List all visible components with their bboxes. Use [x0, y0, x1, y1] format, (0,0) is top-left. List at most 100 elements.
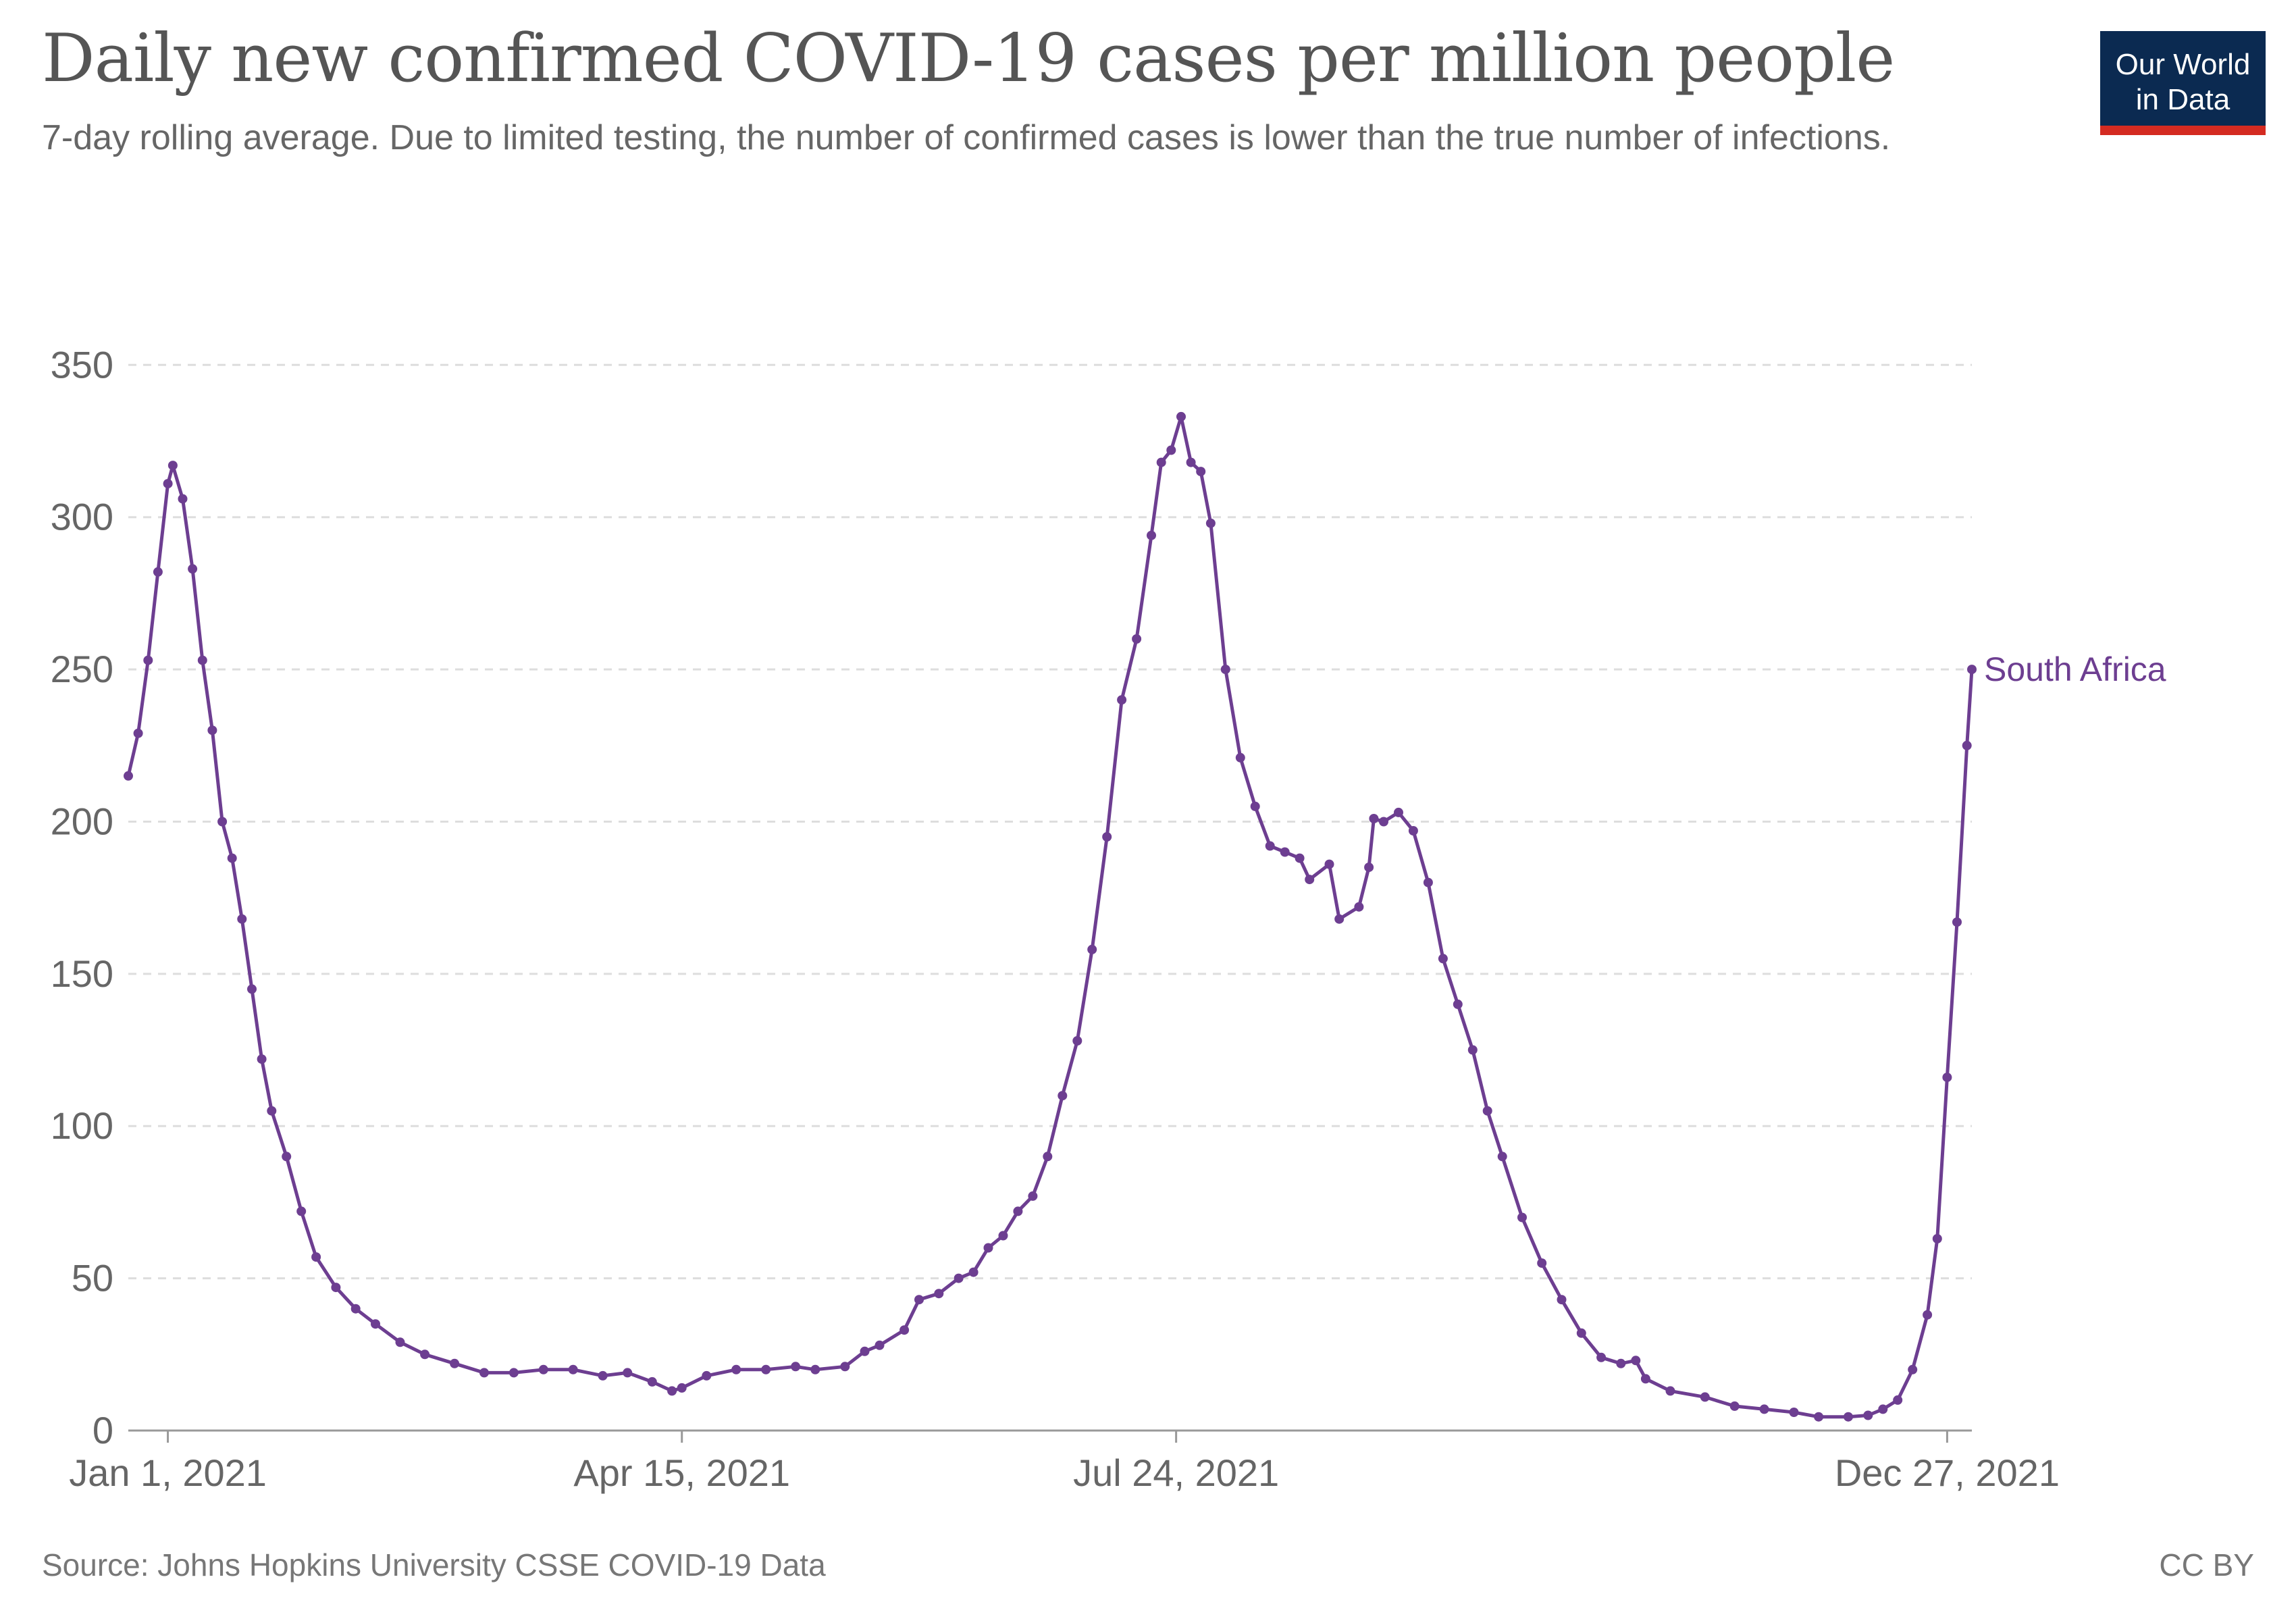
data-point [998, 1231, 1008, 1241]
data-point [197, 655, 207, 665]
data-point [167, 461, 178, 471]
data-point [1665, 1386, 1675, 1396]
data-point [1878, 1404, 1888, 1414]
data-point [1043, 1152, 1053, 1162]
data-point [1334, 914, 1345, 924]
data-point [450, 1358, 460, 1368]
data-point [761, 1364, 771, 1374]
y-tick-label: 150 [51, 952, 113, 995]
data-point [124, 771, 133, 781]
data-point [267, 1106, 277, 1116]
data-point [1967, 665, 1977, 675]
chart-title: Daily new confirmed COVID-19 cases per m… [42, 20, 1895, 97]
data-point [1013, 1206, 1023, 1216]
chart-subtitle: 7-day rolling average. Due to limited te… [42, 118, 1891, 157]
data-point [1295, 853, 1305, 863]
data-point [1596, 1352, 1607, 1362]
data-point [860, 1346, 870, 1356]
data-point [1863, 1410, 1873, 1420]
y-tick-label: 50 [72, 1257, 113, 1300]
data-point [598, 1370, 608, 1381]
data-point [1102, 832, 1112, 842]
data-point [1408, 826, 1418, 835]
data-point [420, 1349, 430, 1360]
x-axis: Jan 1, 2021 Apr 15, 2021 Jul 24, 2021 Dec 2… [69, 1429, 2060, 1494]
data-point [207, 725, 217, 736]
data-point [1453, 999, 1463, 1009]
data-point [1814, 1412, 1824, 1422]
x-tick-label: Jul 24, 2021 [1073, 1451, 1279, 1494]
data-point [810, 1364, 820, 1374]
data-point [1324, 859, 1334, 869]
owid-logo[interactable]: Our World in Data [2100, 31, 2266, 135]
data-point [395, 1337, 405, 1347]
data-point [1250, 801, 1260, 811]
y-tick-label: 350 [51, 343, 113, 386]
gridlines [128, 363, 1972, 1280]
data-point [1438, 954, 1448, 964]
data-point [1537, 1258, 1547, 1268]
data-point [1235, 752, 1245, 763]
data-point [1394, 807, 1403, 817]
data-point [1497, 1152, 1507, 1162]
data-point [647, 1376, 657, 1387]
data-point [1265, 841, 1275, 851]
data-point [227, 853, 237, 863]
data-point [677, 1383, 687, 1393]
data-point [1631, 1356, 1641, 1366]
data-point [1467, 1045, 1478, 1055]
data-point [623, 1368, 633, 1378]
logo-line-2: in Data [2135, 83, 2230, 116]
data-point [954, 1273, 964, 1283]
data-point [914, 1295, 924, 1305]
y-axis: 0 50 100 150 200 250 300 350 [51, 343, 113, 1451]
data-point [163, 479, 173, 489]
data-point [840, 1362, 850, 1372]
data-point [731, 1364, 741, 1374]
x-tick-label: Apr 15, 2021 [573, 1451, 790, 1494]
data-point [178, 494, 188, 504]
y-tick-label: 300 [51, 496, 113, 538]
data-point [1517, 1212, 1527, 1223]
x-tick-label: Dec 27, 2021 [1835, 1451, 2060, 1494]
data-point [1844, 1412, 1853, 1422]
data-point [1028, 1191, 1038, 1201]
logo-line-1: Our World [2115, 48, 2251, 81]
data-point [143, 655, 153, 665]
data-point [508, 1368, 519, 1378]
data-point [1205, 518, 1216, 528]
data-point [934, 1289, 944, 1299]
data-point [257, 1054, 267, 1064]
data-point [1176, 411, 1186, 421]
data-point [1616, 1358, 1626, 1368]
data-point [538, 1364, 548, 1374]
data-point [1700, 1392, 1710, 1402]
series-group: South Africa [124, 411, 2166, 1422]
data-point [331, 1283, 341, 1293]
data-point [1166, 445, 1176, 455]
data-point [1932, 1234, 1942, 1243]
data-point [237, 914, 247, 924]
data-point [479, 1368, 489, 1378]
data-point [1132, 634, 1142, 644]
data-point [1305, 875, 1315, 885]
data-point [1759, 1404, 1769, 1414]
license-link[interactable]: CC BY [2159, 1547, 2254, 1583]
data-point [1557, 1295, 1567, 1305]
data-point [247, 984, 257, 994]
x-tick-label: Jan 1, 2021 [69, 1451, 267, 1494]
series-label: South Africa [1984, 650, 2166, 688]
data-point [1942, 1073, 1952, 1083]
data-point [350, 1304, 361, 1314]
data-point [1379, 817, 1388, 827]
y-tick-label: 0 [93, 1409, 113, 1451]
data-point [282, 1152, 292, 1162]
data-point [371, 1319, 380, 1329]
source-note: Source: Johns Hopkins University CSSE CO… [42, 1547, 826, 1583]
data-point [983, 1243, 993, 1253]
data-point [296, 1206, 307, 1216]
data-point [1364, 863, 1374, 873]
data-point [1117, 695, 1127, 705]
data-point [1087, 944, 1097, 954]
data-point [899, 1325, 910, 1335]
